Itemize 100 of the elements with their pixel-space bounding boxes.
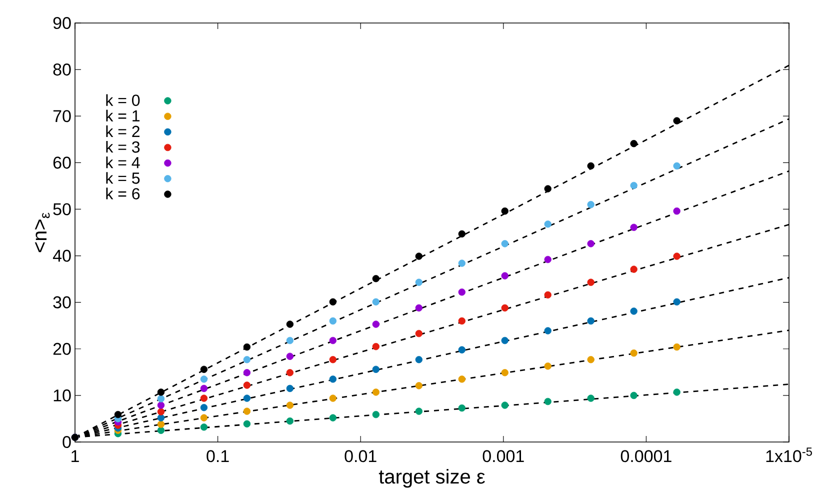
point (501, 272, 508, 280)
point (157, 414, 165, 422)
point (501, 369, 508, 376)
point (415, 278, 423, 286)
point (329, 336, 337, 344)
point (501, 402, 508, 409)
point (587, 317, 594, 325)
point (501, 240, 508, 248)
point (157, 408, 165, 416)
point (673, 252, 680, 260)
x-tick-label: 0.01 (344, 450, 376, 462)
point (286, 320, 294, 328)
x-tick-label: 0.0001 (620, 450, 672, 462)
point (630, 349, 638, 357)
y-tick-label: 40 (52, 250, 71, 262)
point (243, 394, 251, 402)
point (458, 260, 466, 267)
point (372, 320, 380, 328)
point (329, 356, 337, 364)
point (458, 317, 466, 325)
legend-label: k = 0 (106, 94, 140, 106)
point (673, 207, 680, 215)
x-tick-label: 0.001 (482, 450, 524, 462)
point (630, 140, 638, 148)
point (587, 162, 594, 170)
point (157, 426, 165, 434)
point (673, 162, 680, 170)
point (587, 394, 594, 402)
x-axis-title: target size ε (378, 469, 485, 488)
point (372, 388, 380, 396)
point (458, 288, 466, 296)
point (587, 356, 594, 364)
point (587, 200, 594, 208)
point (415, 408, 423, 415)
y-axis-title: <n>$_{ε}$ (34, 212, 50, 252)
x-tick-label: 1x10$^{-5}$ (766, 448, 812, 462)
point (372, 410, 380, 418)
legend-label: k = 4 (106, 156, 140, 168)
point (458, 404, 466, 412)
y-tick-label: 70 (53, 110, 71, 122)
point (286, 384, 294, 392)
point (372, 366, 380, 373)
legend-label: k = 1 (106, 110, 140, 122)
point (544, 185, 552, 192)
point (501, 304, 508, 312)
point (544, 398, 552, 406)
point (587, 278, 594, 286)
point (415, 304, 423, 312)
point (200, 384, 208, 392)
x-tick-label: 1 (72, 450, 79, 462)
y-tick-label: 20 (53, 342, 71, 355)
point (372, 342, 380, 350)
point (243, 382, 251, 389)
point (329, 394, 337, 402)
point (200, 376, 208, 383)
point (415, 356, 423, 364)
point (286, 336, 294, 344)
point (157, 402, 165, 409)
point (157, 395, 165, 402)
point (243, 408, 251, 415)
point (587, 240, 594, 248)
point (286, 352, 294, 360)
point (286, 369, 294, 376)
point (415, 252, 423, 260)
point (114, 410, 122, 418)
point (544, 327, 552, 334)
point (501, 207, 508, 215)
point (630, 392, 638, 400)
point (630, 224, 638, 231)
point (673, 298, 680, 306)
y-tick-label: 30 (53, 296, 71, 308)
y-tick-label: 50 (53, 203, 71, 216)
y-tick-label: 60 (53, 156, 71, 169)
point (673, 388, 680, 396)
x-tick-label: 0.1 (206, 450, 229, 462)
point (458, 346, 466, 354)
point (329, 414, 337, 422)
point (415, 382, 423, 390)
point (243, 420, 251, 428)
point (458, 376, 466, 383)
y-tick-label: 10 (54, 389, 71, 402)
point (329, 317, 337, 325)
point (243, 343, 251, 351)
point (200, 366, 208, 373)
legend-label: k = 6 (106, 188, 140, 200)
point (673, 343, 680, 351)
point (157, 388, 165, 396)
legend-label: k = 3 (106, 140, 140, 153)
point (501, 336, 508, 344)
point (415, 330, 423, 338)
point (286, 402, 294, 409)
point (243, 369, 251, 376)
point (372, 298, 380, 306)
point (200, 394, 208, 402)
point (630, 308, 638, 315)
legend-label: k = 5 (106, 172, 140, 184)
point (544, 362, 552, 370)
point (157, 420, 165, 428)
point (458, 230, 466, 238)
point (630, 182, 638, 190)
